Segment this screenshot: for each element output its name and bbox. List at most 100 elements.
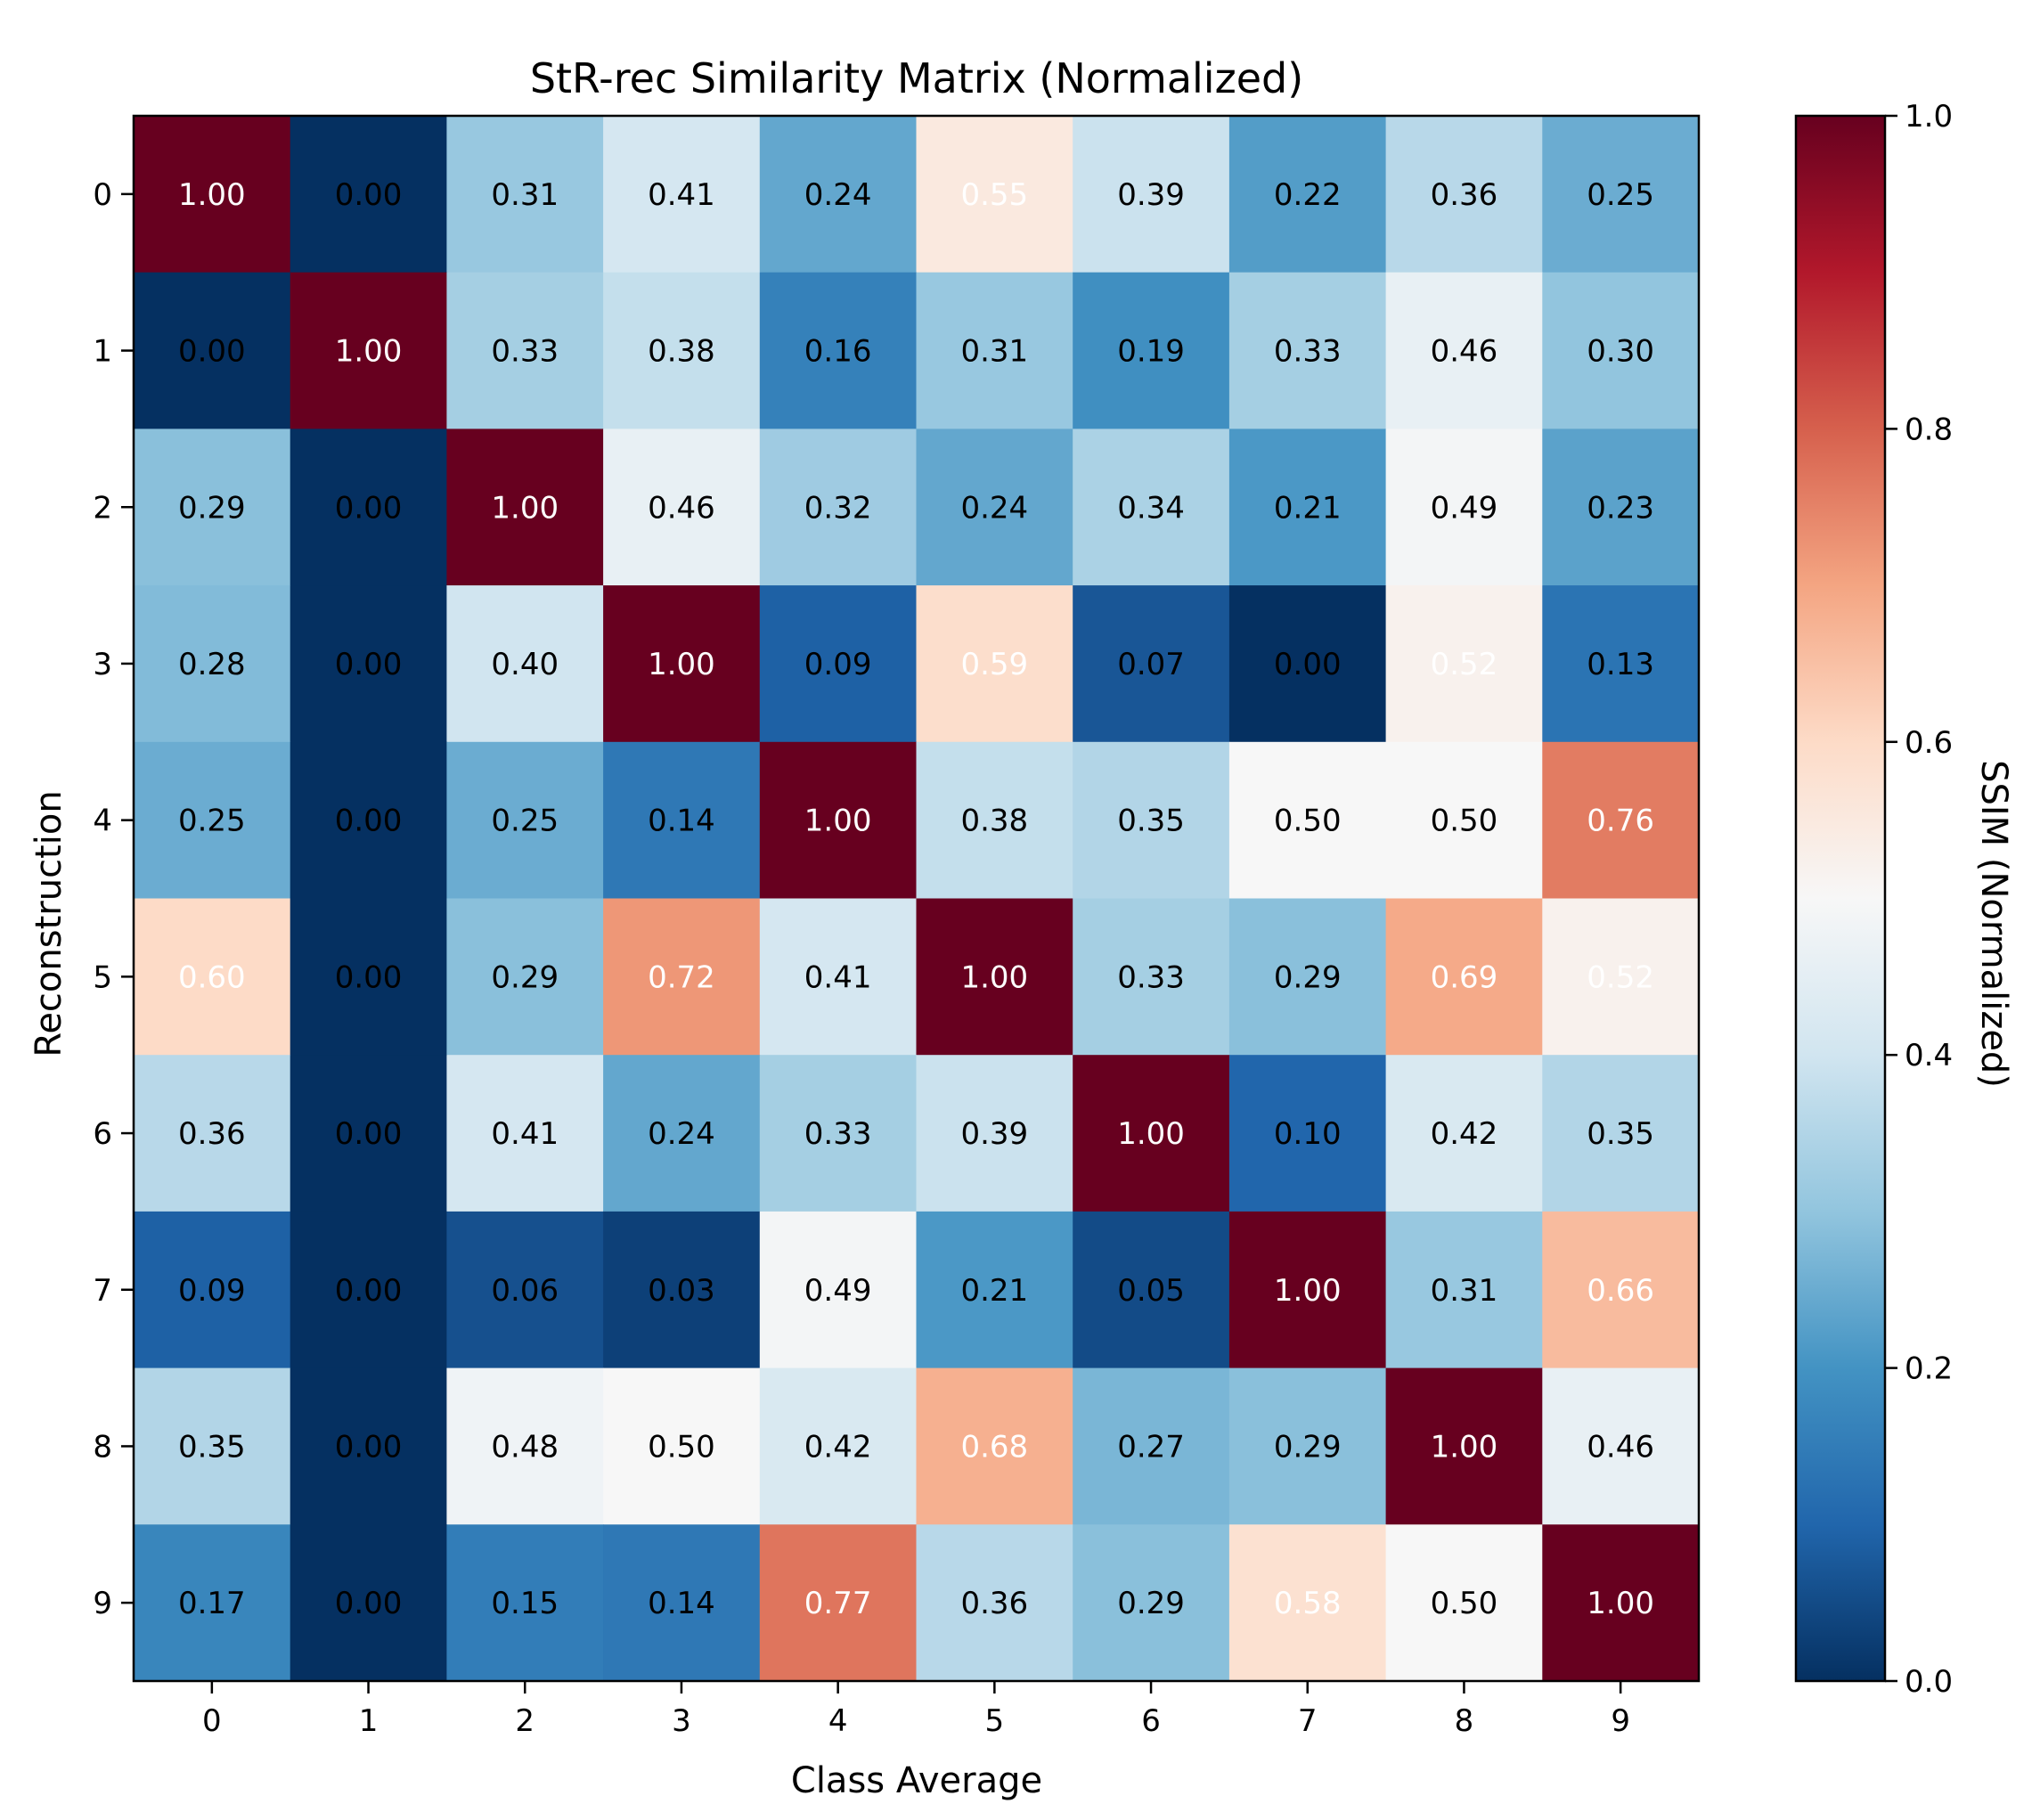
chart-title: StR-rec Similarity Matrix (Normalized) xyxy=(530,54,1303,102)
heatmap-cell xyxy=(759,585,918,743)
heatmap-cell xyxy=(134,585,291,743)
cell-value-label: 0.30 xyxy=(1587,334,1654,370)
cell-value-label: 0.31 xyxy=(491,177,559,213)
cell-value-label: 0.50 xyxy=(1431,1586,1498,1621)
cell-value-label: 0.07 xyxy=(1117,647,1185,682)
x-tick-label: 8 xyxy=(1455,1703,1474,1739)
heatmap-cell xyxy=(134,272,291,429)
cell-value-label: 0.33 xyxy=(804,1116,872,1152)
heatmap-cell xyxy=(290,898,447,1056)
heatmap-cell xyxy=(446,1367,604,1525)
cell-value-label: 0.50 xyxy=(1274,804,1342,839)
heatmap-cell xyxy=(1542,741,1700,900)
cell-value-label: 0.00 xyxy=(335,490,403,526)
cell-value-label: 0.29 xyxy=(178,490,246,526)
y-axis-ticks: 0 1 2 3 4 5 6 7 8 9 xyxy=(93,177,134,1621)
cell-value-label: 0.35 xyxy=(1587,1116,1654,1152)
x-tick-label: 1 xyxy=(359,1703,379,1739)
heatmap-cell xyxy=(1385,116,1543,273)
cell-value-label: 0.24 xyxy=(804,177,872,213)
y-tick-label: 8 xyxy=(93,1429,112,1465)
cell-value-label: 0.60 xyxy=(178,959,246,995)
colorbar-tick-label: 1.0 xyxy=(1905,99,1953,135)
y-tick-label: 6 xyxy=(93,1116,112,1152)
heatmap-cell xyxy=(603,1055,761,1212)
heatmap-cell xyxy=(1542,272,1700,429)
cell-value-label: 0.03 xyxy=(648,1273,715,1309)
cell-value-label: 0.06 xyxy=(491,1273,559,1309)
heatmap-cell xyxy=(1385,272,1543,429)
y-tick-label: 5 xyxy=(93,959,112,995)
cell-value-label: 0.17 xyxy=(178,1586,246,1621)
cell-value-label: 0.42 xyxy=(1431,1116,1498,1152)
colorbar-tick-label: 0.4 xyxy=(1905,1038,1953,1073)
cell-value-label: 0.21 xyxy=(960,1273,1028,1309)
colorbar-tick-label: 0.2 xyxy=(1905,1351,1953,1387)
cell-value-label: 1.00 xyxy=(335,334,403,370)
heatmap-cell xyxy=(290,272,447,429)
heatmap-cell xyxy=(1542,898,1700,1056)
heatmap-cell xyxy=(916,116,1073,273)
cell-value-label: 0.22 xyxy=(1274,177,1342,213)
colorbar-tick-label: 0.6 xyxy=(1905,725,1953,761)
cell-value-label: 0.00 xyxy=(335,1273,403,1309)
cell-value-label: 0.31 xyxy=(1431,1273,1498,1309)
heatmap-cell xyxy=(1385,898,1543,1056)
heatmap-cell xyxy=(446,741,604,900)
cell-value-label: 0.33 xyxy=(1274,334,1342,370)
y-tick-label: 2 xyxy=(93,490,112,526)
heatmap-cell xyxy=(134,1367,291,1525)
heatmap-cell xyxy=(1228,741,1387,900)
heatmap-cell xyxy=(603,428,761,586)
heatmap-cell xyxy=(446,428,604,586)
heatmap-cell xyxy=(603,898,761,1056)
cell-value-label: 0.41 xyxy=(804,959,872,995)
x-tick-label: 5 xyxy=(985,1703,1005,1739)
heatmap-cell xyxy=(1073,898,1230,1056)
x-axis-label: Class Average xyxy=(791,1760,1042,1801)
heatmap-cell xyxy=(1542,1055,1700,1212)
cell-value-label: 0.58 xyxy=(1274,1586,1342,1621)
cell-value-label: 0.41 xyxy=(491,1116,559,1152)
heatmap-cell xyxy=(134,116,291,273)
cell-value-label: 0.00 xyxy=(335,647,403,682)
cell-value-label: 0.52 xyxy=(1431,647,1498,682)
cell-value-label: 0.33 xyxy=(1117,959,1185,995)
heatmap-cell xyxy=(1542,1367,1700,1525)
y-tick-label: 1 xyxy=(93,334,112,370)
cell-value-label: 0.29 xyxy=(1274,1429,1342,1465)
heatmap-cell xyxy=(446,1524,604,1682)
cell-value-label: 0.49 xyxy=(804,1273,872,1309)
heatmap-cell xyxy=(446,898,604,1056)
heatmap-cell xyxy=(290,1367,447,1525)
heatmap-cell xyxy=(759,1524,918,1682)
heatmap-cell xyxy=(759,898,918,1056)
heatmap-cell xyxy=(1228,585,1387,743)
cell-value-label: 0.00 xyxy=(335,1586,403,1621)
cell-value-label: 0.29 xyxy=(1117,1586,1185,1621)
cell-value-label: 0.25 xyxy=(178,804,246,839)
cell-value-label: 0.21 xyxy=(1274,490,1342,526)
colorbar-tick-label: 0.0 xyxy=(1905,1664,1953,1700)
heatmap-cell xyxy=(446,1211,604,1369)
heatmap-cell xyxy=(1073,272,1230,429)
cell-value-label: 0.15 xyxy=(491,1586,559,1621)
heatmap-cell xyxy=(446,1055,604,1212)
heatmap-cell xyxy=(759,1055,918,1212)
cell-value-label: 0.50 xyxy=(1431,804,1498,839)
x-tick-label: 3 xyxy=(672,1703,691,1739)
heatmap-cell xyxy=(1385,428,1543,586)
heatmap-cell xyxy=(1073,1211,1230,1369)
heatmap-cell xyxy=(1385,1367,1543,1525)
heatmap-cell xyxy=(1073,585,1230,743)
heatmap-cell xyxy=(759,741,918,900)
x-axis-ticks: 0 1 2 3 4 5 6 7 8 9 xyxy=(202,1681,1630,1739)
cell-value-label: 0.29 xyxy=(491,959,559,995)
cell-value-label: 0.00 xyxy=(335,804,403,839)
heatmap-cell xyxy=(1073,116,1230,273)
y-axis-label: Reconstruction xyxy=(29,790,69,1057)
cell-value-label: 0.76 xyxy=(1587,804,1654,839)
heatmap-cell xyxy=(1228,1367,1387,1525)
cell-value-label: 1.00 xyxy=(648,647,715,682)
